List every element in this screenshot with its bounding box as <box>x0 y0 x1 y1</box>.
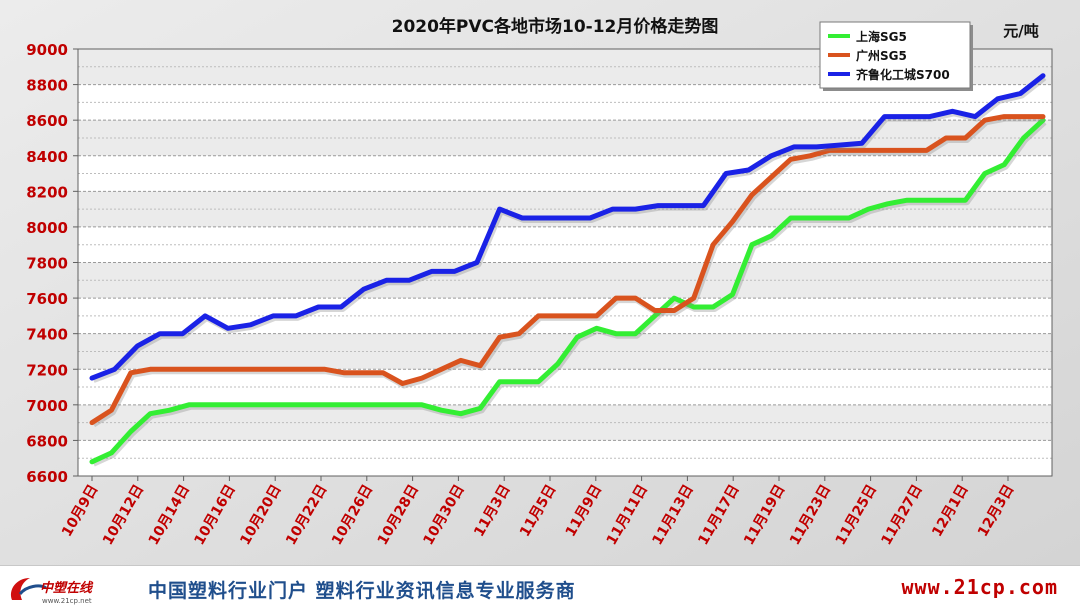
y-tick-label: 7400 <box>26 326 68 344</box>
unit-label: 元/吨 <box>1003 22 1038 40</box>
y-tick-label: 7600 <box>26 290 68 308</box>
y-tick-label: 8600 <box>26 112 68 130</box>
y-axis: 6600 6800 7000 7200 7400 7600 7800 8000 8200 8400… <box>26 41 78 486</box>
series-line <box>89 117 1046 465</box>
y-tick-label: 7000 <box>26 397 68 415</box>
footer-tagline: 中国塑料行业门户 塑料行业资讯信息专业服务商 <box>148 580 576 602</box>
y-tick-label: 6600 <box>26 468 68 486</box>
y-tick-label: 6800 <box>26 432 68 450</box>
chart-title: 2020年PVC各地市场10-12月价格走势图 <box>392 16 719 37</box>
y-tick-label: 7800 <box>26 255 68 273</box>
grid-band <box>78 404 1052 441</box>
logo-text: 中塑在线 <box>40 580 94 596</box>
grid-band <box>78 191 1052 227</box>
legend-label: 广州SG5 <box>856 48 907 63</box>
series-lines <box>89 73 1047 467</box>
legend-label: 上海SG5 <box>856 29 907 44</box>
y-tick-label: 8200 <box>26 183 68 201</box>
y-tick-label: 9000 <box>26 41 68 59</box>
plot-area <box>77 48 1053 477</box>
logo-subtext: www.21cp.net <box>42 597 92 605</box>
y-tick-label: 8000 <box>26 219 68 237</box>
series-line <box>89 114 1046 426</box>
grid-band <box>78 262 1052 299</box>
y-tick-label: 7200 <box>26 361 68 379</box>
series-line <box>89 73 1046 381</box>
y-tick-label: 8800 <box>26 77 68 95</box>
legend-label: 齐鲁化工城S700 <box>856 67 950 82</box>
y-tick-label: 8400 <box>26 148 68 166</box>
legend: 上海SG5 广州SG5 齐鲁化工城S700 <box>819 21 973 91</box>
footer-url-link[interactable]: www.21cp.com <box>901 575 1058 599</box>
site-logo[interactable]: 中塑在线 www.21cp.net <box>6 572 126 606</box>
footer-banner: 中塑在线 www.21cp.net 中国塑料行业门户 塑料行业资讯信息专业服务商… <box>0 565 1080 611</box>
